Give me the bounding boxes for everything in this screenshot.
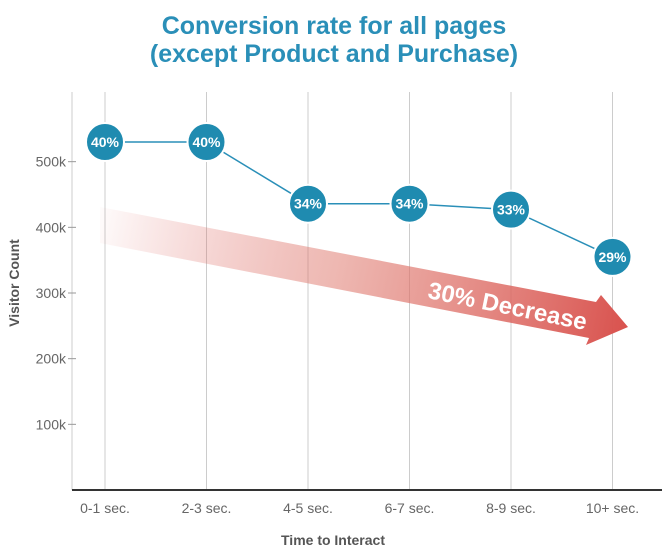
data-point-label: 33% xyxy=(497,202,526,218)
y-tick-label: 400k xyxy=(36,219,67,235)
series-line: 40% 40% 34% 34% 33% 29% xyxy=(85,121,633,277)
chart-title-line-1: Conversion rate for all pages xyxy=(161,12,507,40)
y-tick-label: 500k xyxy=(36,154,67,170)
data-point-label: 34% xyxy=(395,196,424,212)
data-point-label: 40% xyxy=(192,134,221,150)
y-tick-label: 200k xyxy=(36,351,67,367)
x-tick-label: 2-3 sec. xyxy=(182,500,232,516)
chart-title-line-2: (except Product and Purchase) xyxy=(149,40,519,68)
data-point-marker xyxy=(186,121,227,162)
x-tick-label: 6-7 sec. xyxy=(385,500,435,516)
x-tick-label: 10+ sec. xyxy=(586,500,639,516)
data-point-marker xyxy=(85,121,125,162)
data-point-label: 40% xyxy=(91,134,120,150)
data-point-marker xyxy=(288,183,328,224)
data-point-marker xyxy=(592,236,633,277)
y-tick-label: 300k xyxy=(36,285,67,301)
x-tick-label: 0-1 sec. xyxy=(80,500,130,516)
data-point-marker xyxy=(389,183,430,224)
y-axis-label: Visitor Count xyxy=(6,239,22,327)
grid xyxy=(71,92,662,491)
data-point-label: 29% xyxy=(598,249,627,265)
x-axis-label: Time to Interact xyxy=(281,532,385,548)
decrease-arrow-shape xyxy=(100,207,628,345)
data-point-marker xyxy=(491,189,531,230)
y-tick-label: 100k xyxy=(36,416,67,432)
data-point-label: 34% xyxy=(294,196,323,212)
x-tick-label: 4-5 sec. xyxy=(283,500,333,516)
ticks: 100k 200k 300k 400k 500k 0-1 sec. 2-3 sec. 4-5 … xyxy=(36,154,640,516)
x-tick-label: 8-9 sec. xyxy=(486,500,536,516)
